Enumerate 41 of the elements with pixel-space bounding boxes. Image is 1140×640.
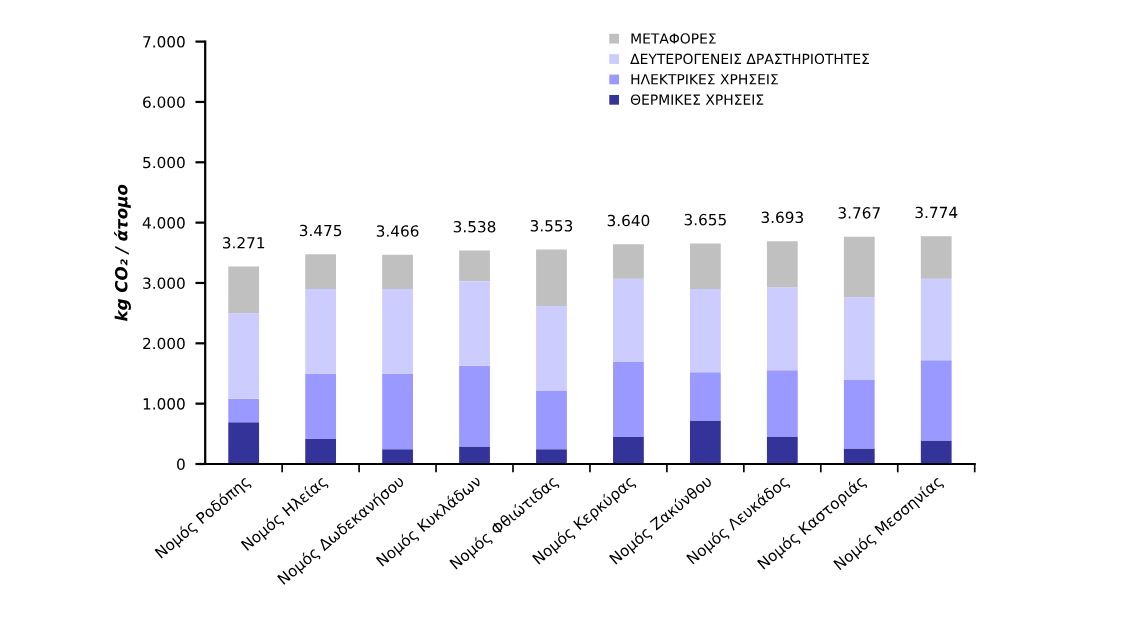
bar bbox=[305, 289, 337, 375]
bar bbox=[920, 236, 952, 279]
bar bbox=[689, 372, 721, 421]
bar bbox=[613, 244, 644, 279]
bar bbox=[536, 249, 567, 306]
bar bbox=[843, 297, 875, 381]
bar bbox=[382, 289, 413, 375]
bar bbox=[766, 241, 798, 288]
bar bbox=[305, 374, 337, 439]
bar bbox=[613, 436, 644, 464]
bar bbox=[843, 448, 875, 464]
bar bbox=[459, 250, 490, 282]
bar bbox=[382, 254, 413, 290]
bar bbox=[305, 438, 337, 464]
bar bbox=[689, 289, 721, 373]
bar bbox=[382, 449, 413, 464]
bar bbox=[843, 236, 875, 298]
bar bbox=[920, 360, 952, 441]
bar bbox=[689, 420, 721, 464]
bar bbox=[459, 446, 490, 464]
bar bbox=[613, 362, 644, 437]
bar bbox=[536, 449, 567, 464]
bar bbox=[613, 278, 644, 363]
bar bbox=[920, 278, 952, 361]
bar bbox=[766, 287, 798, 371]
bar bbox=[305, 254, 337, 290]
bar bbox=[536, 390, 567, 450]
bar bbox=[382, 374, 413, 450]
bar bbox=[536, 305, 567, 391]
bar bbox=[766, 436, 798, 464]
bar bbox=[228, 398, 260, 423]
bar bbox=[766, 370, 798, 437]
bar bbox=[228, 313, 260, 399]
bar bbox=[920, 440, 952, 464]
bar bbox=[459, 281, 490, 366]
bar bbox=[459, 365, 490, 447]
y-axis-title: kg CO₂ / άτομο bbox=[113, 184, 131, 322]
bar bbox=[228, 266, 260, 314]
bar bbox=[228, 422, 260, 464]
bar bbox=[689, 243, 721, 290]
bar bbox=[843, 380, 875, 449]
